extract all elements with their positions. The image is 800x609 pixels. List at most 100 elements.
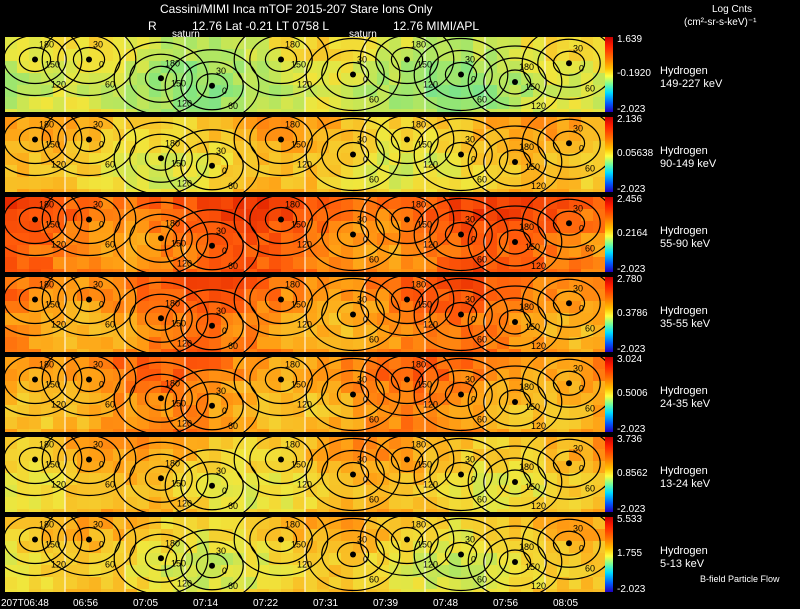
heat-cell	[77, 269, 89, 272]
heat-cell	[497, 289, 509, 301]
heat-cell	[593, 269, 605, 272]
heat-cell	[17, 437, 29, 449]
contour-line	[467, 525, 563, 592]
heat-cell	[149, 189, 161, 192]
heat-cell	[557, 73, 569, 85]
heat-cell	[485, 73, 497, 85]
heat-cell	[545, 233, 557, 245]
contour-line	[305, 37, 401, 112]
heat-cell	[221, 473, 233, 485]
heat-cell	[497, 509, 509, 512]
heat-cell	[257, 109, 269, 112]
contour-line	[18, 446, 52, 473]
field-center-dot	[458, 311, 464, 318]
heat-cell	[221, 553, 233, 565]
heat-cell	[401, 233, 413, 245]
heat-cell	[269, 117, 281, 129]
heat-cell	[473, 257, 485, 269]
heat-cell	[137, 369, 149, 381]
heat-cell	[17, 97, 29, 109]
field-center-dot	[404, 536, 410, 543]
heat-cell	[497, 529, 509, 541]
heat-cell	[425, 189, 437, 192]
heat-cell	[557, 485, 569, 497]
heat-cell	[245, 37, 257, 49]
heat-cell	[281, 289, 293, 301]
heat-cell	[137, 209, 149, 221]
heat-cell	[341, 357, 353, 369]
heat-cell	[353, 393, 365, 405]
heat-cell	[281, 85, 293, 97]
heat-cell	[485, 189, 497, 192]
heat-cell	[317, 369, 329, 381]
heat-cell	[461, 405, 473, 417]
heat-cell	[497, 417, 509, 429]
contour-label: 120	[51, 480, 66, 490]
contour-line	[375, 277, 439, 325]
heat-cell	[365, 97, 377, 109]
contour-label: 180	[165, 58, 180, 68]
heat-cell	[53, 509, 65, 512]
heat-cell	[293, 437, 305, 449]
heat-cell	[461, 565, 473, 577]
heat-cell	[233, 153, 245, 165]
contour-label: 30	[465, 55, 475, 65]
heat-cell	[461, 277, 473, 289]
colorbar-min-value: -2.023	[617, 104, 646, 115]
field-center-dot	[86, 216, 92, 223]
contour-label: 30	[465, 215, 475, 225]
heat-cell	[365, 109, 377, 112]
heat-cell	[293, 177, 305, 189]
field-center-dot	[350, 391, 356, 398]
heat-cell	[509, 165, 521, 177]
heat-cell	[557, 577, 569, 589]
heat-cell	[425, 233, 437, 245]
heat-cell	[161, 233, 173, 245]
heat-cell	[101, 197, 113, 209]
heat-cell	[89, 369, 101, 381]
contour-label: 60	[105, 480, 115, 490]
contour-label: 0	[471, 235, 476, 245]
heat-cell	[473, 417, 485, 429]
heat-cell	[521, 577, 533, 589]
heat-cell	[137, 529, 149, 541]
heat-cell	[209, 461, 221, 473]
heat-cell	[569, 577, 581, 589]
heat-cell	[17, 197, 29, 209]
heat-cell	[89, 337, 101, 349]
heat-cell	[29, 301, 41, 313]
heat-cell	[5, 449, 17, 461]
contour-label: 180	[285, 40, 300, 50]
heat-cell	[521, 461, 533, 473]
heat-cell	[305, 153, 317, 165]
heat-cell	[317, 349, 329, 352]
contour-label: 180	[519, 142, 534, 152]
heat-cell	[185, 153, 197, 165]
heat-cell	[245, 197, 257, 209]
contour-label: 60	[105, 80, 115, 90]
heat-cell	[233, 337, 245, 349]
contour-line	[537, 118, 601, 168]
heat-cell	[29, 73, 41, 85]
heat-cell	[65, 49, 77, 61]
contour-label: 60	[228, 101, 238, 111]
heat-cell	[257, 417, 269, 429]
contour-line	[180, 221, 244, 271]
heat-cell	[353, 257, 365, 269]
heat-cell	[185, 165, 197, 177]
contour-label: 0	[222, 406, 227, 416]
field-center-dot	[209, 482, 215, 489]
heat-cell	[29, 461, 41, 473]
contour-label: 60	[369, 95, 379, 105]
heat-cell	[329, 177, 341, 189]
heat-cell	[257, 429, 269, 432]
heat-cell	[89, 449, 101, 461]
contour-label: 120	[177, 498, 192, 508]
heat-cell	[269, 97, 281, 109]
heat-cell	[245, 485, 257, 497]
heat-cell	[89, 509, 101, 512]
heat-cell	[17, 529, 29, 541]
heat-cell	[125, 405, 137, 417]
contour-label: 0	[99, 60, 104, 70]
heat-cell	[353, 337, 365, 349]
